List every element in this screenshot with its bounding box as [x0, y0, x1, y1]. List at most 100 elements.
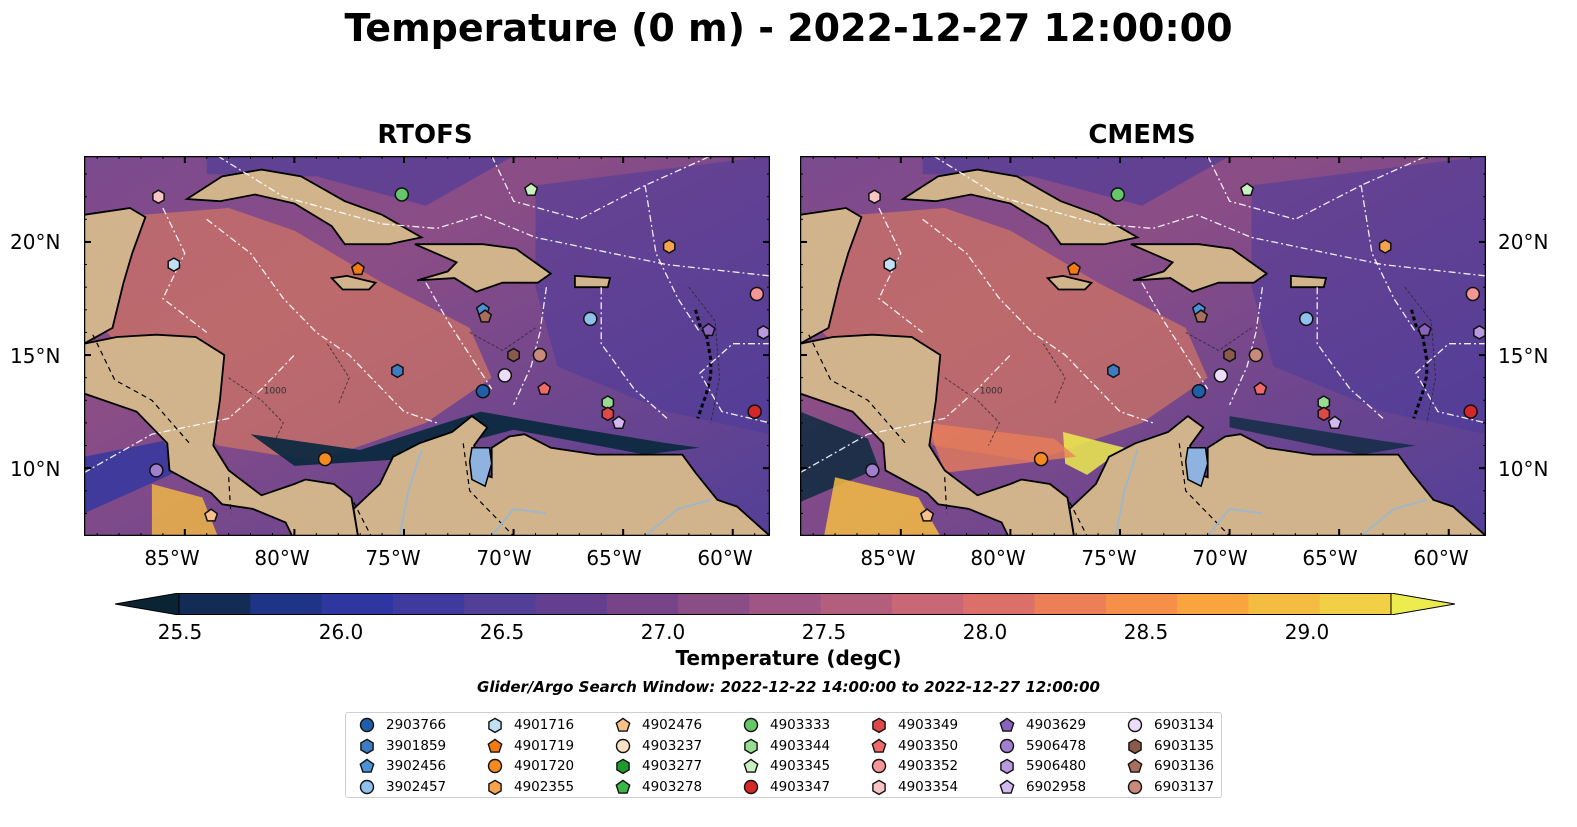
float-marker-3901859[interactable]	[391, 363, 404, 379]
land-yucatan	[83, 156, 147, 346]
circle-marker-icon	[1127, 779, 1143, 794]
float-marker-6903136[interactable]	[1194, 309, 1209, 323]
legend-item: 4901719	[486, 736, 574, 756]
colorbar-bin	[963, 593, 1036, 615]
lat-label: 15°N	[1498, 344, 1549, 368]
float-marker-4903629[interactable]	[701, 322, 716, 337]
legend-label: 6903135	[1154, 737, 1215, 754]
float-marker-6903137[interactable]	[1248, 347, 1264, 363]
hexagon-marker-icon	[872, 717, 886, 734]
hexagon-marker-icon	[360, 738, 374, 754]
eez-boundary	[799, 354, 1011, 474]
float-marker-6903134[interactable]	[1213, 368, 1229, 383]
legend-item: 5906480	[998, 756, 1086, 776]
lat-label: 20°N	[10, 230, 61, 254]
legend-item: 3902456	[358, 756, 446, 776]
float-marker-4903345[interactable]	[524, 182, 539, 196]
legend-item: 4901716	[486, 715, 574, 735]
colorbar-bin	[1177, 593, 1249, 615]
colorbar-bin	[606, 593, 679, 615]
legend-item: 4901720	[486, 756, 574, 776]
float-marker-4903349[interactable]	[1317, 406, 1331, 422]
legend-item: 4903345	[742, 756, 830, 776]
lat-label: 10°N	[10, 457, 61, 481]
colorbar-bin	[392, 593, 465, 615]
float-marker-4903354[interactable]	[152, 189, 165, 205]
river	[1114, 449, 1139, 537]
land-cuba	[900, 168, 1141, 246]
legend-item: 4902476	[614, 715, 702, 735]
float-marker-4901720[interactable]	[1033, 451, 1049, 467]
float-marker-6903137[interactable]	[532, 347, 548, 363]
float-marker-2903766[interactable]	[475, 383, 491, 399]
float-marker-6903135[interactable]	[507, 347, 520, 363]
float-marker-4901716[interactable]	[883, 257, 897, 272]
float-marker-3902457[interactable]	[1299, 311, 1314, 327]
legend-label: 3901859	[386, 737, 447, 754]
pacific-warm-region	[151, 484, 218, 536]
legend-label: 4903349	[898, 717, 959, 733]
float-marker-4902476[interactable]	[920, 508, 935, 522]
upwelling-cold-band	[1229, 416, 1416, 455]
legend-item: 3902457	[358, 777, 446, 797]
float-marker-4901716[interactable]	[167, 257, 181, 272]
float-marker-5906478[interactable]	[865, 463, 880, 478]
legend-label: 5906478	[1026, 737, 1087, 754]
lon-label: 75°W	[365, 546, 421, 570]
legend-label: 4901720	[514, 758, 575, 774]
float-marker-4901719[interactable]	[1066, 261, 1081, 276]
bathymetry-contour	[469, 327, 536, 352]
country-border	[1069, 501, 1088, 537]
float-marker-4901719[interactable]	[350, 261, 365, 276]
float-marker-3902457[interactable]	[583, 311, 598, 327]
float-marker-4903354[interactable]	[868, 189, 881, 205]
eez-boundary	[1141, 282, 1209, 390]
float-marker-5906478[interactable]	[149, 463, 164, 478]
legend-label: 4903347	[770, 778, 831, 795]
float-marker-4901720[interactable]	[317, 451, 333, 467]
float-marker-4903333[interactable]	[394, 187, 410, 202]
map-panel-cmems[interactable]: 1000	[799, 141, 1489, 537]
legend-label: 4903344	[770, 737, 831, 754]
bathymetry-label: 1000	[980, 387, 1003, 397]
float-marker-6903136[interactable]	[478, 309, 493, 323]
float-marker-4903352[interactable]	[1465, 286, 1481, 302]
float-marker-4902355[interactable]	[1378, 239, 1392, 254]
float-marker-4903352[interactable]	[749, 286, 765, 302]
float-marker-5906480[interactable]	[757, 325, 770, 340]
river	[644, 498, 712, 537]
float-marker-6903134[interactable]	[497, 368, 513, 383]
hexagon-marker-icon	[1000, 758, 1014, 775]
float-marker-4903350[interactable]	[1253, 381, 1268, 395]
land-hispaniola	[414, 243, 553, 293]
float-marker-4903629[interactable]	[1417, 322, 1432, 337]
legend-item: 4903629	[998, 715, 1086, 735]
float-marker-3901859[interactable]	[1107, 363, 1120, 379]
hexagon-marker-icon	[488, 717, 502, 734]
lon-label: 80°W	[254, 546, 310, 570]
float-marker-4902476[interactable]	[204, 508, 219, 522]
float-marker-6903135[interactable]	[1223, 347, 1236, 363]
float-marker-4903347[interactable]	[747, 404, 762, 419]
legend-label: 6903137	[1154, 778, 1215, 795]
float-marker-4902355[interactable]	[662, 239, 676, 254]
float-marker-6902958[interactable]	[1327, 415, 1342, 429]
float-marker-2903766[interactable]	[1191, 383, 1207, 399]
eez-boundary	[933, 155, 1487, 277]
float-marker-6902958[interactable]	[611, 415, 626, 429]
legend-label: 4903333	[770, 717, 831, 733]
legend-item: 6903136	[1126, 756, 1214, 776]
map-panel-rtofs[interactable]: 1000	[83, 141, 773, 537]
float-marker-4903347[interactable]	[1463, 404, 1478, 419]
eez-boundary	[1360, 185, 1417, 333]
float-marker-5906480[interactable]	[1473, 325, 1486, 340]
colorbar-bin	[1105, 593, 1178, 615]
float-marker-4903345[interactable]	[1240, 182, 1255, 196]
float-marker-4903333[interactable]	[1110, 187, 1126, 202]
land-south-america	[1068, 414, 1489, 537]
river	[1360, 498, 1428, 537]
legend-label: 4903237	[642, 737, 703, 754]
float-marker-4903350[interactable]	[537, 381, 552, 395]
float-marker-4903349[interactable]	[601, 406, 615, 422]
bathymetry-contour	[688, 286, 721, 423]
